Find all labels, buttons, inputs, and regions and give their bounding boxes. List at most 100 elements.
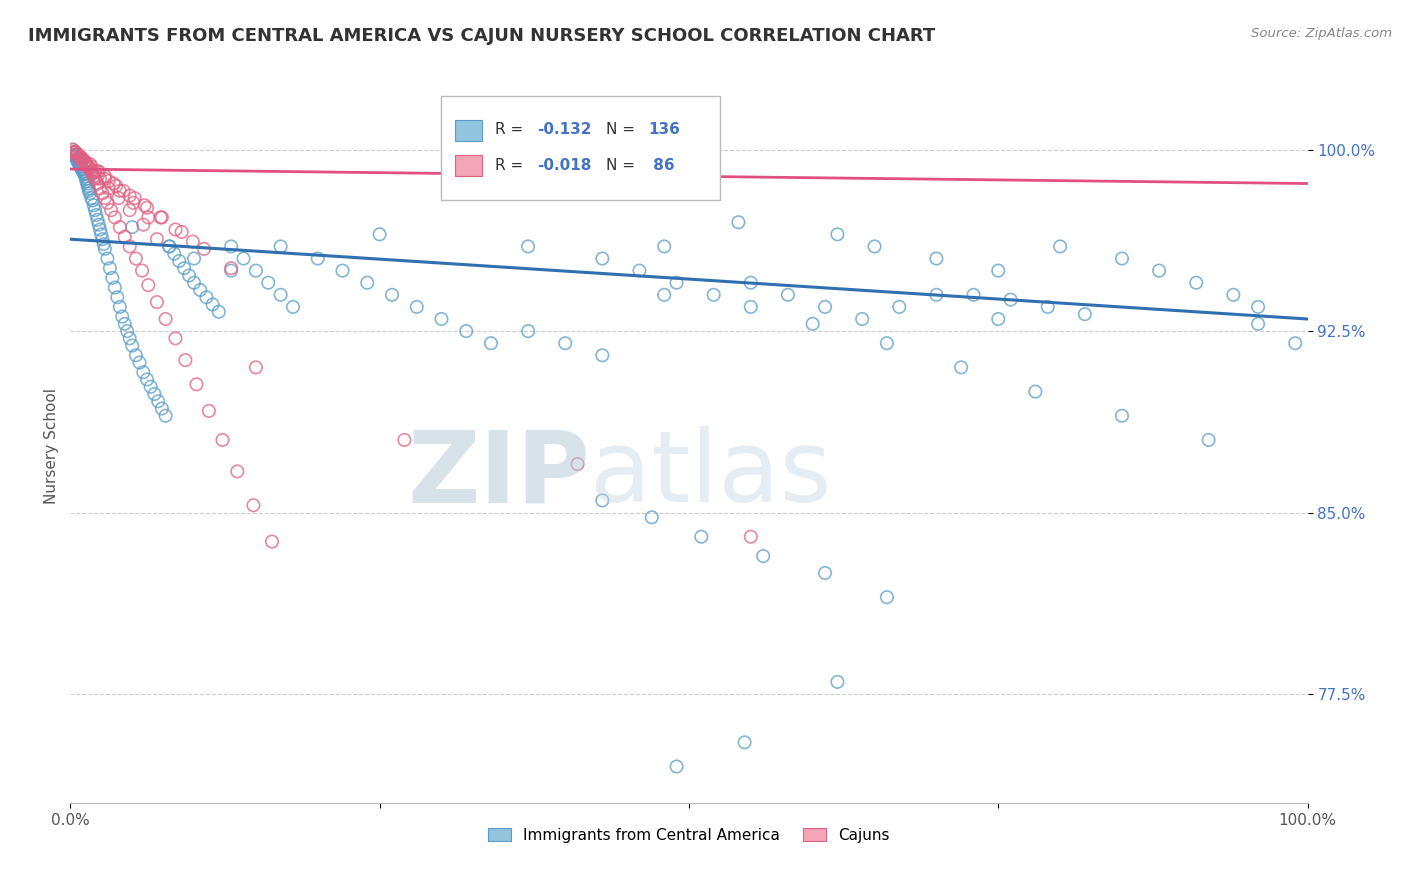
Point	[105, 178, 128, 193]
Point	[62, 143, 84, 157]
Point	[740, 530, 762, 544]
Point	[226, 464, 249, 478]
Point	[186, 377, 208, 392]
Point	[87, 164, 110, 178]
Point	[925, 252, 948, 266]
Point	[201, 297, 224, 311]
Point	[67, 157, 90, 171]
Point	[143, 387, 166, 401]
Point	[1284, 336, 1306, 351]
Point	[170, 225, 193, 239]
Point	[118, 239, 141, 253]
Point	[165, 222, 187, 236]
Point	[108, 300, 131, 314]
Point	[63, 147, 86, 161]
Point	[97, 174, 120, 188]
Point	[75, 154, 97, 169]
Point	[63, 145, 86, 160]
Point	[94, 171, 117, 186]
Point	[188, 283, 211, 297]
Point	[75, 169, 97, 184]
Point	[72, 164, 94, 178]
Point	[690, 530, 713, 544]
Point	[752, 549, 775, 563]
Point	[76, 160, 98, 174]
Point	[69, 150, 91, 164]
Point	[157, 239, 180, 253]
Point	[89, 171, 111, 186]
Point	[134, 198, 156, 212]
Point	[80, 160, 103, 174]
Point	[155, 312, 177, 326]
Point	[987, 312, 1010, 326]
Point	[1036, 300, 1059, 314]
Point	[114, 317, 136, 331]
Point	[72, 153, 94, 167]
Text: N =: N =	[606, 122, 636, 137]
Point	[100, 203, 122, 218]
Point	[1222, 288, 1244, 302]
Point	[962, 288, 984, 302]
Point	[628, 263, 651, 277]
Point	[814, 300, 837, 314]
Text: R =: R =	[495, 158, 527, 173]
Point	[73, 154, 96, 169]
Point	[703, 288, 725, 302]
Point	[125, 348, 148, 362]
Point	[124, 191, 146, 205]
Point	[76, 177, 98, 191]
Point	[115, 324, 138, 338]
Point	[73, 164, 96, 178]
Point	[219, 261, 242, 276]
Point	[430, 312, 453, 326]
Point	[146, 232, 169, 246]
Point	[108, 220, 131, 235]
Point	[827, 227, 849, 242]
Point	[90, 227, 112, 242]
Point	[517, 239, 540, 253]
Point	[105, 290, 128, 304]
Point	[91, 232, 114, 246]
Point	[1198, 433, 1220, 447]
Point	[132, 218, 155, 232]
Text: 86: 86	[648, 158, 675, 173]
Point	[665, 759, 688, 773]
Point	[75, 171, 97, 186]
Point	[1185, 276, 1208, 290]
Point	[89, 181, 111, 195]
Point	[356, 276, 378, 290]
Point	[69, 160, 91, 174]
Point	[1049, 239, 1071, 253]
Text: R =: R =	[495, 122, 527, 137]
Point	[125, 252, 148, 266]
Point	[75, 157, 97, 171]
Point	[740, 300, 762, 314]
Point	[69, 150, 91, 164]
FancyBboxPatch shape	[441, 96, 720, 200]
Point	[82, 164, 104, 178]
Point	[727, 215, 749, 229]
Point	[456, 324, 478, 338]
Point	[136, 201, 159, 215]
Point	[66, 154, 89, 169]
Point	[591, 252, 613, 266]
Point	[72, 161, 94, 176]
Point	[270, 239, 292, 253]
Point	[1247, 300, 1270, 314]
Point	[70, 160, 93, 174]
Y-axis label: Nursery School: Nursery School	[44, 388, 59, 504]
Point	[150, 401, 173, 416]
Point	[155, 409, 177, 423]
Point	[65, 147, 87, 161]
Point	[1247, 317, 1270, 331]
Point	[851, 312, 873, 326]
Point	[121, 220, 143, 235]
Point	[876, 336, 898, 351]
Point	[70, 161, 93, 176]
Point	[118, 188, 141, 202]
Point	[63, 145, 86, 160]
Point	[96, 195, 118, 210]
Point	[97, 181, 120, 195]
FancyBboxPatch shape	[456, 155, 482, 177]
Text: ZIP: ZIP	[408, 426, 591, 523]
